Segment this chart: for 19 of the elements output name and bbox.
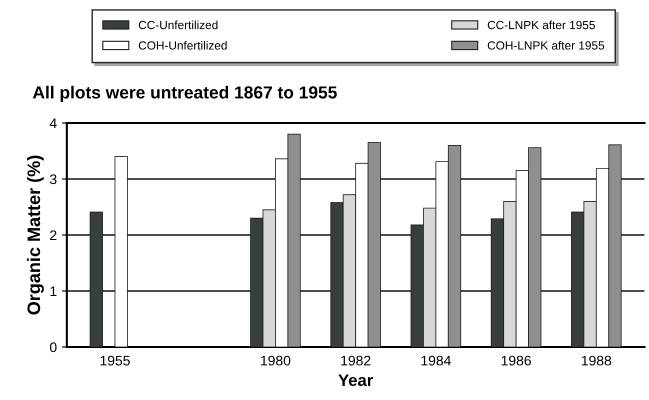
- legend-label: COH-LNPK after 1955: [488, 40, 604, 50]
- y-axis-title: Organic Matter (%): [26, 156, 44, 315]
- x-tick-label: 1980: [261, 356, 290, 366]
- x-tick-label: 1955: [100, 356, 130, 366]
- legend-label: CC-LNPK after 1955: [488, 20, 595, 30]
- y-tick-label: 2: [50, 230, 56, 240]
- legend-label: CC-Unfertilized: [138, 20, 218, 30]
- chart-title: All plots were untreated 1867 to 1955: [32, 86, 337, 102]
- x-axis-title: Year: [338, 374, 374, 386]
- y-tick-label: 3: [50, 174, 57, 184]
- bar: [114, 156, 128, 347]
- x-tick-label: 1984: [421, 356, 451, 366]
- x-tick-label: 1986: [502, 356, 531, 366]
- y-tick-label: 4: [50, 118, 57, 128]
- y-tick-label: 1: [50, 286, 56, 296]
- y-tick-label: 0: [50, 342, 57, 352]
- x-tick-label: 1982: [341, 356, 370, 366]
- x-tick-label: 1988: [582, 356, 612, 366]
- legend-label: COH-Unfertilized: [138, 40, 227, 50]
